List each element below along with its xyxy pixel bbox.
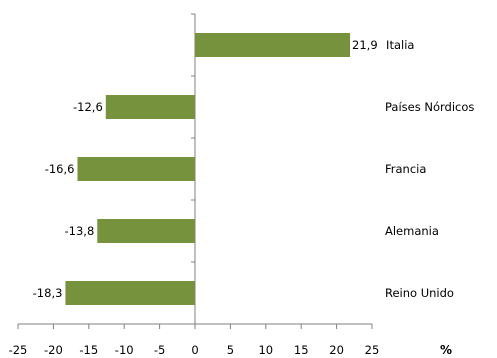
x-tick-label: -25	[9, 343, 28, 357]
x-tick-label: 0	[191, 343, 198, 357]
x-tick-label: 20	[329, 343, 344, 357]
bar	[195, 33, 351, 57]
x-tick-label: -15	[79, 343, 98, 357]
category-label: Países Nórdicos	[385, 100, 474, 114]
bar	[97, 219, 195, 243]
x-axis-unit-label: %	[440, 343, 452, 357]
bar	[105, 95, 195, 119]
category-label: Francia	[385, 162, 426, 176]
data-label: -13,8	[65, 224, 95, 238]
data-label: 21,9	[352, 38, 378, 52]
x-tick-label: -5	[154, 343, 165, 357]
x-tick-label: -20	[44, 343, 63, 357]
x-tick-label: -10	[115, 343, 134, 357]
x-tick-label: 10	[258, 343, 273, 357]
x-tick-label: 5	[227, 343, 234, 357]
data-label: -12,6	[73, 100, 103, 114]
data-label: -16,6	[45, 162, 75, 176]
category-label: Alemania	[385, 224, 439, 238]
bar	[65, 281, 195, 305]
bar	[77, 157, 195, 181]
plot-area: -25 -20 -15 -10 -5 0 5 10 15 20 25 21,9 Italia -12,6 P…	[9, 13, 474, 357]
data-label: -18,3	[33, 286, 63, 300]
x-tick-label: 25	[365, 343, 380, 357]
x-tick-label: 15	[294, 343, 309, 357]
category-label: Italia	[386, 38, 414, 52]
category-label: Reino Unido	[385, 286, 454, 300]
